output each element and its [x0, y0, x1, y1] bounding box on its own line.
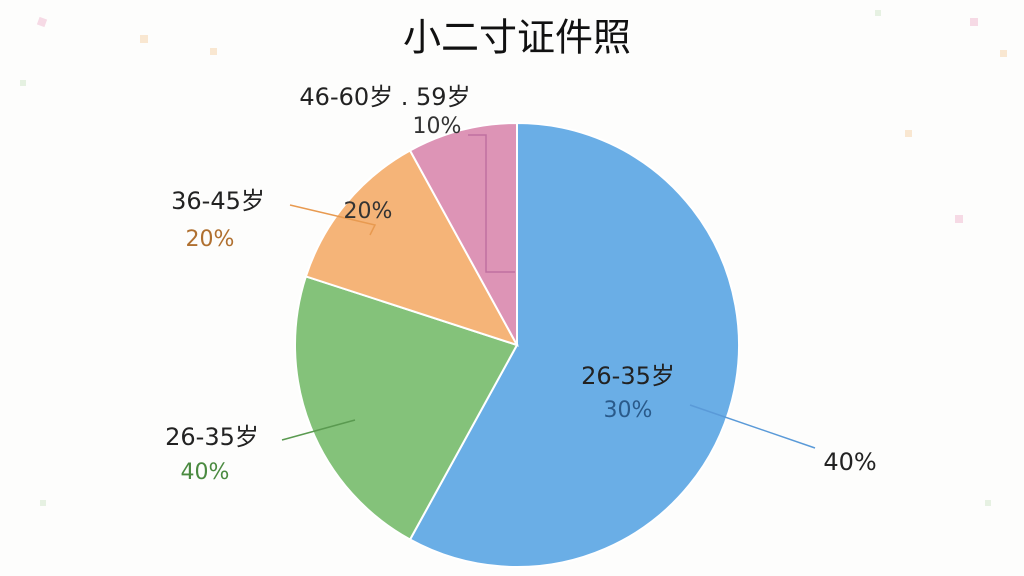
pie-slice [304, 149, 520, 347]
annotation: 40% [823, 448, 876, 476]
chart-title: 小二寸证件照 [403, 16, 631, 60]
pie-slice [294, 275, 519, 541]
pie [294, 121, 740, 568]
annotation: 36-45岁 [171, 187, 265, 215]
pie-slice [408, 121, 518, 346]
annotations: 46-60岁 . 59岁 10% 36-45岁 20% 20% 26-35岁 40% 26-3… [165, 83, 877, 485]
leader-lines [281, 134, 816, 449]
annotation: 30% [604, 398, 653, 423]
annotation: 26-35岁 [581, 362, 675, 390]
annotation: 40% [181, 460, 230, 485]
pie-slice [408, 121, 740, 568]
annotation: 20% [344, 199, 393, 224]
confetti [20, 10, 1007, 506]
annotation: 46-60岁 . 59岁 [299, 83, 470, 111]
annotation: 26-35岁 [165, 423, 259, 451]
annotation: 20% [186, 227, 235, 252]
annotation: 10% [413, 114, 462, 139]
